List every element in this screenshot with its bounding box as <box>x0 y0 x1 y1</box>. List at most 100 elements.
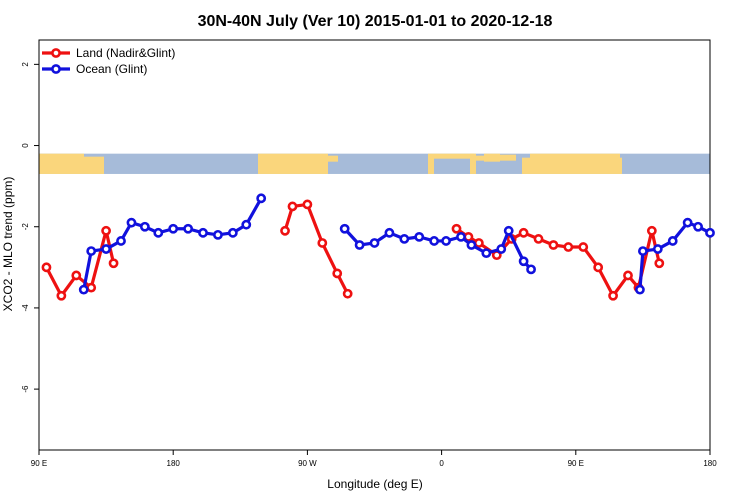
map-land <box>39 153 84 174</box>
legend: Land (Nadir&Glint) Ocean (Glint) <box>42 46 175 76</box>
series-ocean-glint- <box>78 193 715 295</box>
data-point <box>384 227 395 238</box>
data-point <box>518 256 529 267</box>
series-land-nadir-glint- <box>41 199 665 301</box>
series-line <box>283 202 350 295</box>
data-point <box>302 199 313 210</box>
x-tick-label: 90 E <box>31 459 47 468</box>
data-point <box>705 227 715 238</box>
x-tick-label: 180 <box>703 459 717 468</box>
data-point <box>518 227 529 238</box>
series-line <box>455 227 661 298</box>
map-land <box>500 154 516 161</box>
data-point <box>399 234 410 244</box>
data-point <box>332 268 343 279</box>
data-point <box>86 282 97 293</box>
data-point <box>101 225 111 236</box>
legend-marker <box>51 64 61 74</box>
x-tick-label: 90 W <box>298 459 317 468</box>
map-land <box>434 153 474 159</box>
map-land <box>470 153 476 174</box>
x-axis: 90 E 180 90 W 0 90 E 180 <box>31 450 717 468</box>
x-tick-label: 90 E <box>568 459 584 468</box>
data-point <box>682 217 693 228</box>
data-point <box>126 217 137 228</box>
legend-entry: Ocean (Glint) <box>76 62 147 76</box>
data-point <box>414 231 425 242</box>
map-land <box>522 157 622 174</box>
legend-entry: Land (Nadir&Glint) <box>76 46 175 60</box>
data-point <box>623 270 633 281</box>
data-point <box>354 240 365 250</box>
data-point <box>548 240 559 250</box>
y-tick-label: -6 <box>21 385 30 393</box>
map-land <box>484 153 500 162</box>
data-point <box>638 246 648 256</box>
data-point <box>429 236 440 246</box>
world-map-strip <box>39 153 710 174</box>
data-point <box>652 244 663 254</box>
data-point <box>466 240 477 250</box>
data-point <box>496 244 507 254</box>
data-point <box>317 238 328 248</box>
map-land <box>328 155 338 162</box>
data-point <box>227 227 238 238</box>
y-tick-label: -2 <box>21 223 30 231</box>
map-land <box>84 156 104 174</box>
plot-frame <box>38 39 711 451</box>
data-point <box>473 238 484 248</box>
y-axis-label: XCO2 - MLO trend (ppm) <box>1 177 15 312</box>
data-point <box>608 290 618 301</box>
data-point <box>108 258 119 269</box>
y-tick-label: -4 <box>21 304 30 312</box>
y-axis: 2 0 -2 -4 -6 <box>21 62 39 393</box>
data-point <box>241 219 252 230</box>
series-line <box>45 229 116 298</box>
map-land <box>530 153 620 160</box>
x-axis-label: Longitude (deg E) <box>327 477 422 491</box>
data-point <box>280 225 290 236</box>
data-point <box>168 223 179 234</box>
y-tick-label: 2 <box>21 62 30 67</box>
data-point <box>56 290 67 301</box>
data-point <box>593 262 604 273</box>
map-land <box>258 153 328 174</box>
data-point <box>198 227 208 238</box>
x-tick-label: 180 <box>167 459 181 468</box>
data-point <box>183 223 194 234</box>
data-point <box>693 221 703 232</box>
data-point <box>153 227 164 238</box>
data-point <box>441 236 451 246</box>
data-point <box>339 223 350 234</box>
data-point <box>101 244 111 254</box>
data-point <box>451 223 462 234</box>
legend-marker <box>51 48 61 58</box>
y-tick-label: 0 <box>21 143 30 148</box>
map-land <box>476 155 484 161</box>
data-point <box>456 231 466 242</box>
data-point <box>342 288 353 299</box>
data-point <box>287 201 298 212</box>
data-point <box>563 242 574 252</box>
data-point <box>116 236 126 246</box>
data-point <box>526 264 536 275</box>
data-point <box>578 242 589 252</box>
data-point <box>213 229 223 240</box>
data-point <box>503 225 514 236</box>
data-point <box>369 238 380 248</box>
data-point <box>646 225 657 236</box>
data-point <box>654 258 665 269</box>
data-point <box>481 248 492 259</box>
x-tick-label: 0 <box>439 459 444 468</box>
data-point <box>635 284 645 295</box>
data-point <box>139 221 150 232</box>
data-point <box>256 193 267 204</box>
data-point <box>86 246 97 256</box>
data-point <box>41 262 52 273</box>
data-point <box>533 234 544 244</box>
chart-title: 30N-40N July (Ver 10) 2015-01-01 to 2020… <box>198 13 553 30</box>
data-point <box>78 284 89 295</box>
data-point <box>667 236 678 246</box>
series-layer <box>41 193 715 301</box>
